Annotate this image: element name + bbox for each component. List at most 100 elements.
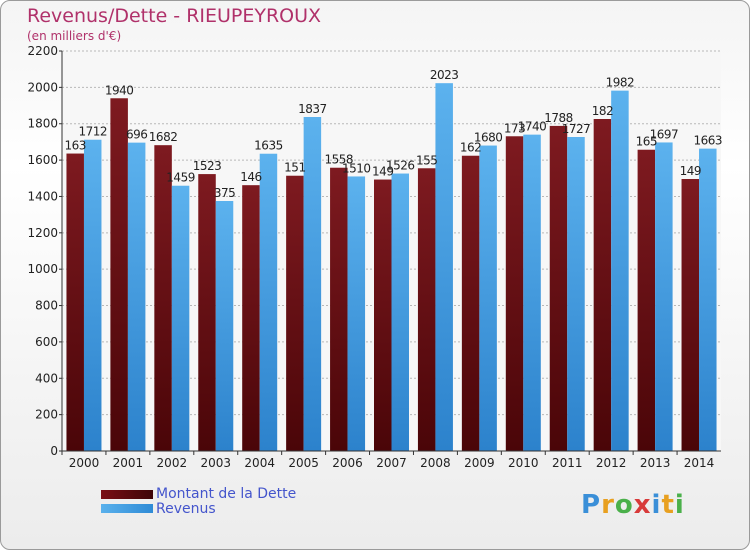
bar-dette <box>593 119 612 451</box>
bar-revenus <box>611 90 629 452</box>
data-label: 1459 <box>166 171 195 185</box>
bar-dette <box>461 155 480 451</box>
bar-dette <box>505 136 524 452</box>
bar-dette <box>110 98 128 451</box>
y-tick-label: 0 <box>50 444 58 458</box>
data-label: 1697 <box>650 127 679 141</box>
data-label: 1940 <box>105 83 134 97</box>
data-label: 1558 <box>325 153 354 167</box>
bar-revenus <box>479 145 497 451</box>
bar-revenus <box>523 134 541 452</box>
data-label: 1510 <box>342 161 371 175</box>
bar-revenus <box>655 142 673 452</box>
data-label: 1682 <box>149 130 178 144</box>
logo-letter: P <box>581 490 602 520</box>
y-tick-label: 1000 <box>27 262 58 276</box>
data-label: 1727 <box>562 122 591 136</box>
bar-dette <box>66 153 84 451</box>
data-label: 149 <box>372 165 393 179</box>
logo-letter: r <box>601 490 615 520</box>
legend-label-debt: Montant de la Dette <box>156 486 297 502</box>
logo-letter: x <box>633 490 652 520</box>
data-label: 1635 <box>254 139 283 153</box>
bar-revenus <box>83 139 102 451</box>
x-tick-label: 2000 <box>69 456 100 470</box>
y-tick-label: 1400 <box>27 189 58 203</box>
x-tick-label: 2003 <box>200 456 231 470</box>
bar-dette <box>549 125 568 451</box>
y-tick-label: 200 <box>35 408 58 422</box>
data-label: 155 <box>416 153 437 167</box>
bar-dette <box>681 179 700 451</box>
data-label: 2023 <box>430 68 459 82</box>
legend-swatch-revenue <box>101 504 153 513</box>
bar-dette <box>417 168 436 452</box>
data-label: 1526 <box>386 159 415 173</box>
chart-title: Revenus/Dette - RIEUPEYROUX <box>27 5 322 27</box>
x-tick-label: 2006 <box>332 456 363 470</box>
logo-letter: i <box>651 490 662 520</box>
bar-revenus <box>303 117 322 451</box>
x-tick-label: 2002 <box>157 456 188 470</box>
data-label: 151 <box>284 161 305 175</box>
x-tick-label: 2007 <box>376 456 407 470</box>
data-label: 696 <box>126 128 147 142</box>
logo-letter: i <box>674 490 685 520</box>
y-tick-label: 1800 <box>27 117 58 131</box>
x-tick-label: 2004 <box>244 456 275 470</box>
bar-dette <box>374 179 392 451</box>
legend-swatch-debt <box>101 490 153 499</box>
data-label: 146 <box>240 170 261 184</box>
data-label: 1982 <box>606 76 635 90</box>
data-label: 1663 <box>694 134 723 148</box>
bar-revenus <box>259 153 278 451</box>
data-label: 149 <box>680 164 701 178</box>
x-tick-label: 2008 <box>420 456 451 470</box>
chart-subtitle: (en milliers d'€) <box>27 29 122 43</box>
data-label: 1837 <box>298 102 327 116</box>
data-label: 1523 <box>193 159 222 173</box>
data-label: 182 <box>592 104 613 118</box>
y-tick-label: 2200 <box>27 44 58 58</box>
x-tick-label: 2011 <box>552 456 583 470</box>
data-label: 1788 <box>544 111 573 125</box>
y-tick-label: 600 <box>35 335 58 349</box>
bar-revenus <box>699 148 717 452</box>
data-label: 165 <box>636 135 657 149</box>
bar-revenus <box>567 137 585 451</box>
bar-dette <box>286 175 304 451</box>
data-label: 1712 <box>78 125 107 139</box>
logo-letter: o <box>614 490 634 520</box>
bar-dette <box>637 149 656 451</box>
data-label: 1740 <box>518 120 547 134</box>
y-tick-label: 400 <box>35 371 58 385</box>
legend-label-revenue: Revenus <box>156 501 216 517</box>
y-tick-label: 2000 <box>27 80 58 94</box>
bar-dette <box>242 185 260 451</box>
x-tick-label: 2012 <box>596 456 627 470</box>
data-label: 1680 <box>474 131 503 145</box>
bar-dette <box>154 145 172 451</box>
bar-revenus <box>171 185 190 451</box>
x-tick-label: 2001 <box>113 456 144 470</box>
bar-revenus <box>435 83 453 451</box>
data-label: 163 <box>65 139 86 153</box>
bar-dette <box>198 174 216 451</box>
proxiti-logo: Proxiti <box>581 490 685 520</box>
x-tick-label: 2010 <box>508 456 539 470</box>
x-tick-label: 2005 <box>288 456 319 470</box>
data-label: 375 <box>214 186 235 200</box>
x-tick-label: 2013 <box>640 456 671 470</box>
bar-dette <box>330 167 348 451</box>
bar-revenus <box>127 142 146 452</box>
logo-letter: t <box>661 490 675 520</box>
y-tick-label: 1200 <box>27 226 58 240</box>
y-tick-label: 1600 <box>27 153 58 167</box>
data-label: 173 <box>504 121 525 135</box>
bar-revenus <box>391 173 409 451</box>
bar-revenus <box>347 176 366 452</box>
bar-revenus <box>215 201 234 451</box>
x-tick-label: 2014 <box>684 456 715 470</box>
